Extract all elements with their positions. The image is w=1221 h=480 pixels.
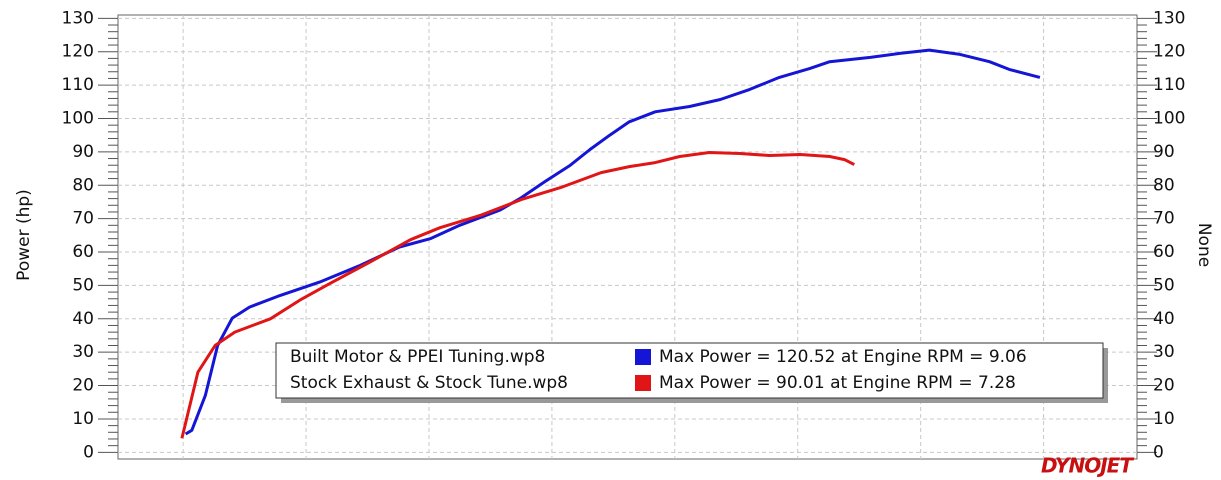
logo: DYNOJET [1041, 454, 1134, 478]
y-tick-label: 60 [72, 242, 94, 262]
y2-tick-label: 50 [1153, 275, 1175, 295]
legend-label: Built Motor & PPEI Tuning.wp8 [290, 347, 545, 367]
y-tick-label: 130 [62, 8, 94, 28]
series-line [184, 48, 1041, 436]
y2-tick-label: 90 [1153, 142, 1175, 162]
y-tick-label: 0 [83, 442, 94, 462]
y2-tick-label: 100 [1153, 108, 1185, 128]
y2-tick-label: 110 [1153, 75, 1185, 95]
legend-swatch [635, 349, 651, 365]
y2-tick-label: 130 [1153, 8, 1185, 28]
y2-tick-label: 70 [1153, 209, 1175, 229]
legend-label: Stock Exhaust & Stock Tune.wp8 [290, 373, 568, 393]
y2-tick-label: 0 [1153, 442, 1164, 462]
legend-summary: Max Power = 120.52 at Engine RPM = 9.06 [659, 347, 1027, 367]
y2-tick-label: 20 [1153, 376, 1175, 396]
y2-tick-label: 30 [1153, 342, 1175, 362]
y2-tick-label: 120 [1153, 42, 1185, 62]
y2-axis-label: None [1194, 223, 1214, 267]
y-axis-label: Power (hp) [14, 189, 34, 281]
y-tick-label: 90 [72, 142, 94, 162]
y-tick-label: 120 [62, 42, 94, 62]
y2-tick-label: 10 [1153, 409, 1175, 429]
y-tick-label: 40 [72, 309, 94, 329]
y2-tick-label: 40 [1153, 309, 1175, 329]
y-tick-label: 70 [72, 209, 94, 229]
lines [180, 48, 1041, 439]
y2-tick-label: 60 [1153, 242, 1175, 262]
y-tick-label: 80 [72, 175, 94, 195]
y-tick-label: 20 [72, 376, 94, 396]
legend-swatch [635, 375, 651, 391]
legend: Built Motor & PPEI Tuning.wp8 Max Power =… [275, 342, 1108, 403]
y-tick-label: 50 [72, 275, 94, 295]
y-tick-label: 110 [62, 75, 94, 95]
y-tick-label: 100 [62, 108, 94, 128]
legend-box [275, 342, 1104, 399]
series-line [180, 151, 855, 439]
y2-tick-label: 80 [1153, 175, 1175, 195]
y-tick-label: 10 [72, 409, 94, 429]
legend-summary: Max Power = 90.01 at Engine RPM = 7.28 [659, 373, 1016, 393]
y-tick-label: 30 [72, 342, 94, 362]
